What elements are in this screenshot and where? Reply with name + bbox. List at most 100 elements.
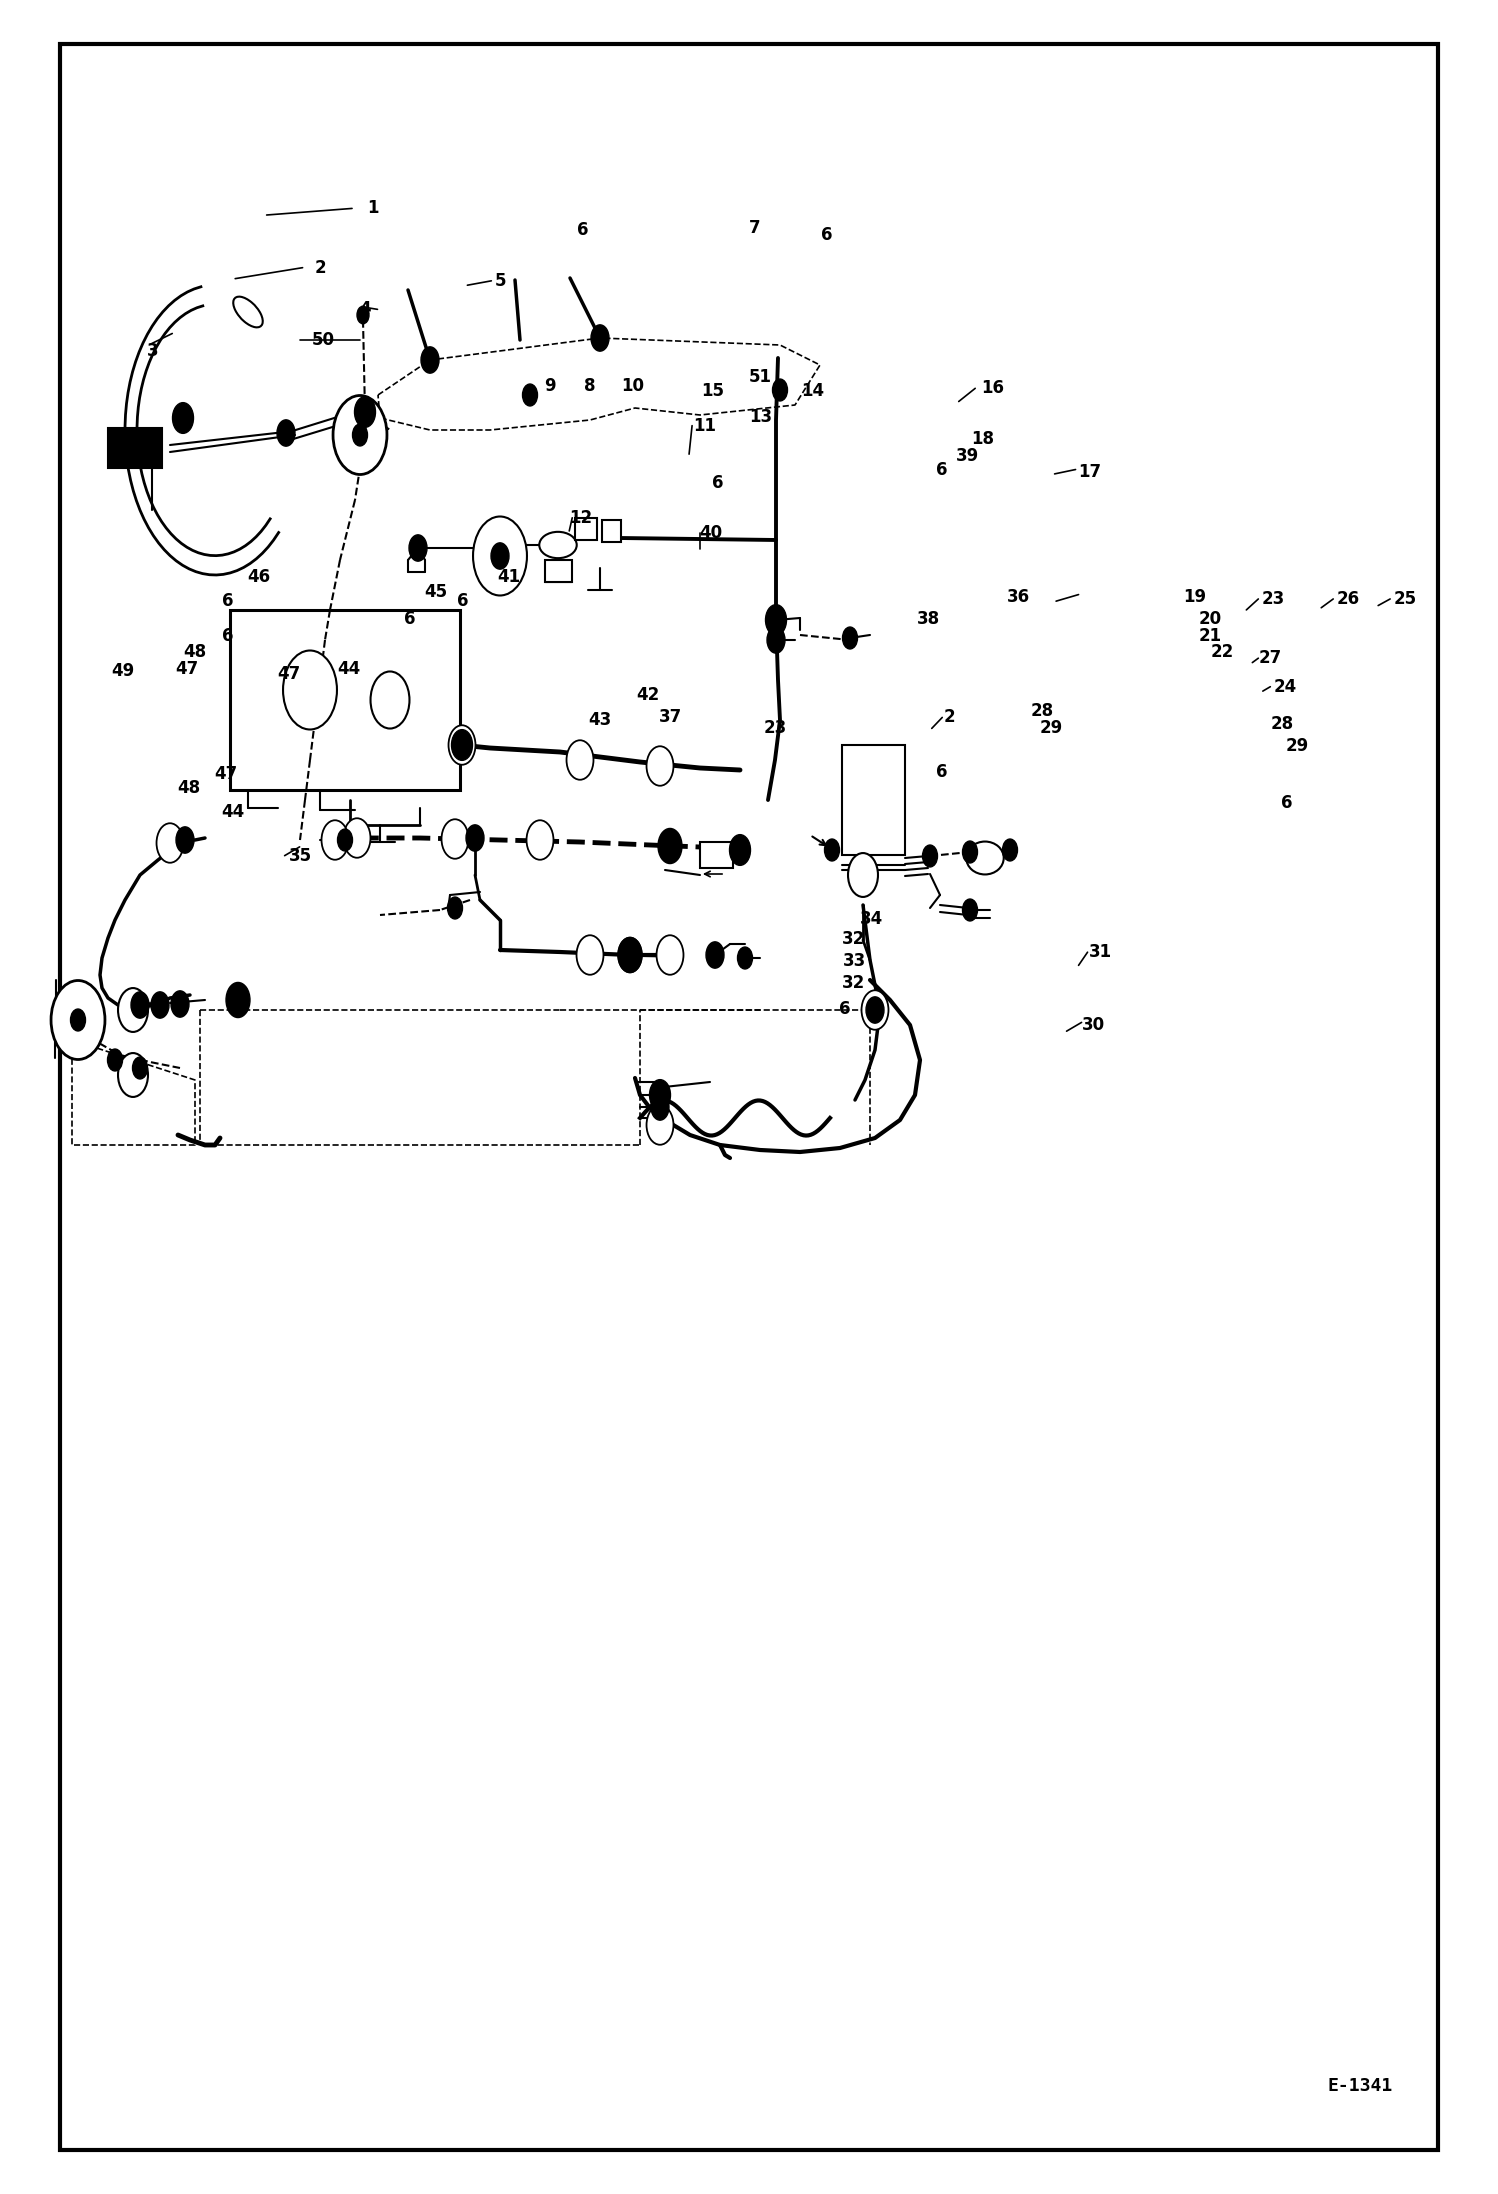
Text: 50: 50	[312, 331, 334, 349]
Text: 47: 47	[277, 665, 301, 682]
Text: 21: 21	[1198, 627, 1221, 645]
Text: 39: 39	[956, 448, 980, 465]
Text: 26: 26	[1336, 590, 1359, 608]
Text: 12: 12	[569, 509, 592, 527]
Circle shape	[421, 347, 439, 373]
Text: 40: 40	[700, 524, 722, 542]
Circle shape	[355, 397, 376, 428]
Text: 6: 6	[712, 474, 724, 491]
Circle shape	[592, 325, 610, 351]
Text: 6: 6	[1281, 794, 1293, 812]
Text: 42: 42	[637, 687, 661, 704]
Text: 6: 6	[577, 222, 589, 239]
Circle shape	[650, 1079, 671, 1110]
Circle shape	[526, 821, 553, 860]
Bar	[602, 520, 622, 542]
Text: 6: 6	[821, 226, 833, 244]
Circle shape	[706, 941, 724, 968]
Circle shape	[118, 1053, 148, 1097]
Circle shape	[118, 987, 148, 1031]
Circle shape	[523, 384, 538, 406]
Text: 6: 6	[936, 764, 948, 781]
Circle shape	[370, 671, 409, 728]
Ellipse shape	[966, 842, 1004, 875]
Circle shape	[647, 1106, 674, 1145]
Circle shape	[861, 989, 888, 1029]
Text: 47: 47	[214, 766, 238, 783]
Circle shape	[737, 948, 752, 970]
Text: 23: 23	[1261, 590, 1285, 608]
Text: 47: 47	[175, 660, 199, 678]
Circle shape	[656, 935, 683, 974]
Bar	[842, 746, 905, 856]
Circle shape	[473, 516, 527, 595]
Circle shape	[619, 937, 643, 972]
Text: 32: 32	[842, 930, 866, 948]
Bar	[231, 610, 460, 790]
Circle shape	[647, 746, 674, 785]
Circle shape	[963, 900, 978, 921]
Circle shape	[51, 981, 105, 1060]
Circle shape	[448, 897, 463, 919]
Text: 3: 3	[147, 342, 159, 360]
Text: 14: 14	[801, 382, 824, 399]
Circle shape	[566, 739, 593, 779]
Circle shape	[283, 649, 337, 728]
Circle shape	[765, 606, 786, 636]
Text: 29: 29	[1285, 737, 1309, 755]
Text: 1: 1	[367, 200, 379, 217]
Circle shape	[70, 1009, 85, 1031]
Text: 11: 11	[694, 417, 716, 434]
Bar	[108, 428, 162, 467]
Circle shape	[1002, 838, 1017, 860]
Circle shape	[773, 380, 788, 402]
Circle shape	[337, 829, 352, 851]
Circle shape	[172, 404, 193, 434]
Text: 2: 2	[315, 259, 327, 276]
Text: 28: 28	[1270, 715, 1293, 733]
Circle shape	[333, 395, 386, 474]
Text: 29: 29	[1040, 720, 1064, 737]
Circle shape	[132, 1058, 147, 1079]
Circle shape	[226, 983, 250, 1018]
Circle shape	[652, 1095, 670, 1121]
Circle shape	[171, 992, 189, 1018]
Text: 15: 15	[701, 382, 724, 399]
Text: 10: 10	[622, 377, 644, 395]
Circle shape	[730, 834, 750, 864]
Text: 19: 19	[1183, 588, 1206, 606]
Circle shape	[156, 823, 183, 862]
Text: 43: 43	[589, 711, 613, 728]
Text: 7: 7	[749, 219, 761, 237]
Text: 51: 51	[749, 369, 771, 386]
Text: 28: 28	[1031, 702, 1053, 720]
Ellipse shape	[234, 296, 262, 327]
Text: 25: 25	[1393, 590, 1416, 608]
Text: 30: 30	[1082, 1016, 1104, 1033]
Text: 9: 9	[544, 377, 556, 395]
Text: 32: 32	[842, 974, 866, 992]
Ellipse shape	[539, 531, 577, 557]
Bar	[575, 518, 598, 540]
Bar	[700, 842, 733, 869]
Text: 5: 5	[494, 272, 506, 290]
Text: 6: 6	[404, 610, 416, 627]
Text: 45: 45	[424, 584, 446, 601]
Circle shape	[322, 821, 349, 860]
Circle shape	[824, 838, 839, 860]
Bar	[545, 559, 572, 581]
Circle shape	[277, 419, 295, 445]
Circle shape	[409, 535, 427, 562]
Text: 48: 48	[183, 643, 205, 660]
Circle shape	[130, 992, 148, 1018]
Text: 24: 24	[1273, 678, 1297, 695]
Circle shape	[842, 627, 857, 649]
Text: 44: 44	[337, 660, 361, 678]
Text: 6: 6	[936, 461, 948, 478]
Circle shape	[491, 542, 509, 568]
Circle shape	[466, 825, 484, 851]
Text: 44: 44	[222, 803, 246, 821]
Circle shape	[866, 996, 884, 1022]
Text: 48: 48	[177, 779, 199, 796]
Circle shape	[767, 627, 785, 654]
